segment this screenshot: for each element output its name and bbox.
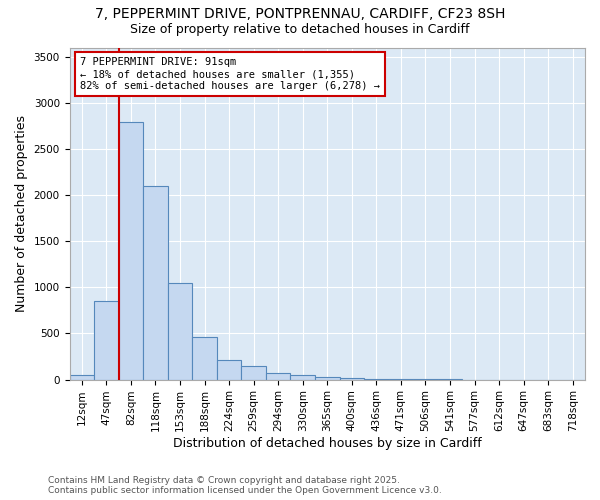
Text: 7, PEPPERMINT DRIVE, PONTPRENNAU, CARDIFF, CF23 8SH: 7, PEPPERMINT DRIVE, PONTPRENNAU, CARDIF… — [95, 8, 505, 22]
Text: Contains HM Land Registry data © Crown copyright and database right 2025.
Contai: Contains HM Land Registry data © Crown c… — [48, 476, 442, 495]
Bar — [94, 301, 119, 380]
Bar — [340, 378, 364, 380]
Bar — [192, 337, 217, 380]
Bar — [290, 374, 315, 380]
Text: Size of property relative to detached houses in Cardiff: Size of property relative to detached ho… — [130, 22, 470, 36]
Bar — [168, 282, 192, 380]
Text: 7 PEPPERMINT DRIVE: 91sqm
← 18% of detached houses are smaller (1,355)
82% of se: 7 PEPPERMINT DRIVE: 91sqm ← 18% of detac… — [80, 58, 380, 90]
Bar — [315, 377, 340, 380]
X-axis label: Distribution of detached houses by size in Cardiff: Distribution of detached houses by size … — [173, 437, 482, 450]
Bar — [70, 375, 94, 380]
Bar — [364, 378, 389, 380]
Bar — [241, 366, 266, 380]
Y-axis label: Number of detached properties: Number of detached properties — [15, 115, 28, 312]
Bar — [217, 360, 241, 380]
Bar — [266, 372, 290, 380]
Bar — [119, 122, 143, 380]
Bar — [143, 186, 168, 380]
